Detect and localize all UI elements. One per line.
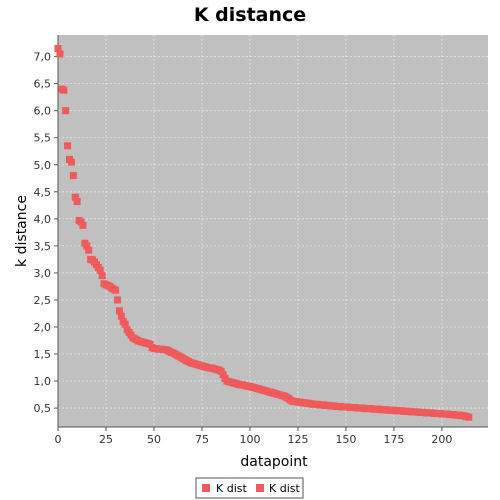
y-tick-label: 6,0: [34, 105, 52, 118]
x-tick-label: 50: [147, 433, 161, 446]
x-tick-label: 100: [239, 433, 260, 446]
y-tick-label: 6,5: [34, 78, 52, 91]
y-tick-label: 0,5: [34, 402, 52, 415]
data-point: [98, 272, 106, 280]
y-tick-label: 5,5: [34, 132, 52, 145]
chart-title: K distance: [194, 4, 306, 26]
data-point: [117, 312, 125, 320]
legend: K dist K dist: [195, 477, 304, 499]
legend-label-1: K dist: [216, 482, 247, 495]
data-point: [54, 45, 62, 53]
data-point: [219, 371, 227, 379]
y-tick-label: 2,0: [34, 321, 52, 334]
y-tick-label: 2,5: [34, 294, 52, 307]
data-point: [114, 296, 122, 304]
data-point: [115, 307, 123, 315]
plot-area: [58, 35, 488, 427]
y-tick-label: 1,0: [34, 375, 52, 388]
data-point: [73, 198, 81, 206]
x-axis-label: datapoint: [240, 454, 308, 470]
data-point: [69, 172, 77, 180]
x-tick-label: 25: [99, 433, 113, 446]
legend-box: [195, 477, 304, 499]
y-tick-label: 3,5: [34, 240, 52, 253]
legend-label-2: K dist: [269, 482, 300, 495]
data-point: [71, 193, 79, 201]
data-points: [54, 45, 473, 421]
y-tick-label: 1,5: [34, 348, 52, 361]
grid-lines: [57, 35, 488, 427]
y-tick-label: 3,0: [34, 267, 52, 280]
y-axis-label: k distance: [14, 195, 30, 267]
data-point: [67, 158, 75, 166]
x-tick-label: 200: [431, 433, 452, 446]
data-point: [96, 266, 104, 274]
data-point: [121, 320, 129, 328]
data-point: [64, 142, 72, 150]
axes: [54, 35, 488, 431]
data-point: [79, 221, 87, 229]
legend-marker-2: [256, 484, 264, 492]
x-tick-label: 150: [335, 433, 356, 446]
data-point: [85, 246, 93, 254]
y-tick-label: 7,0: [34, 51, 52, 64]
x-tick-label: 0: [55, 433, 62, 446]
data-point: [56, 50, 64, 58]
x-tick-label: 175: [383, 433, 404, 446]
legend-marker-1: [202, 484, 210, 492]
y-tick-label: 4,0: [34, 213, 52, 226]
data-point: [465, 413, 473, 421]
x-tick-label: 125: [287, 433, 308, 446]
data-point: [60, 86, 68, 94]
data-point: [112, 286, 120, 294]
y-tick-label: 5,0: [34, 159, 52, 172]
y-tick-label: 4,5: [34, 186, 52, 199]
data-point: [62, 107, 70, 115]
data-point: [83, 242, 91, 250]
x-tick-label: 75: [195, 433, 209, 446]
tick-labels: 0,5 1,0 1,5 2,0 2,5 3,0 3,5 4,0 4,5 5,0 5,5 6,0 6,5 7…: [34, 51, 453, 446]
